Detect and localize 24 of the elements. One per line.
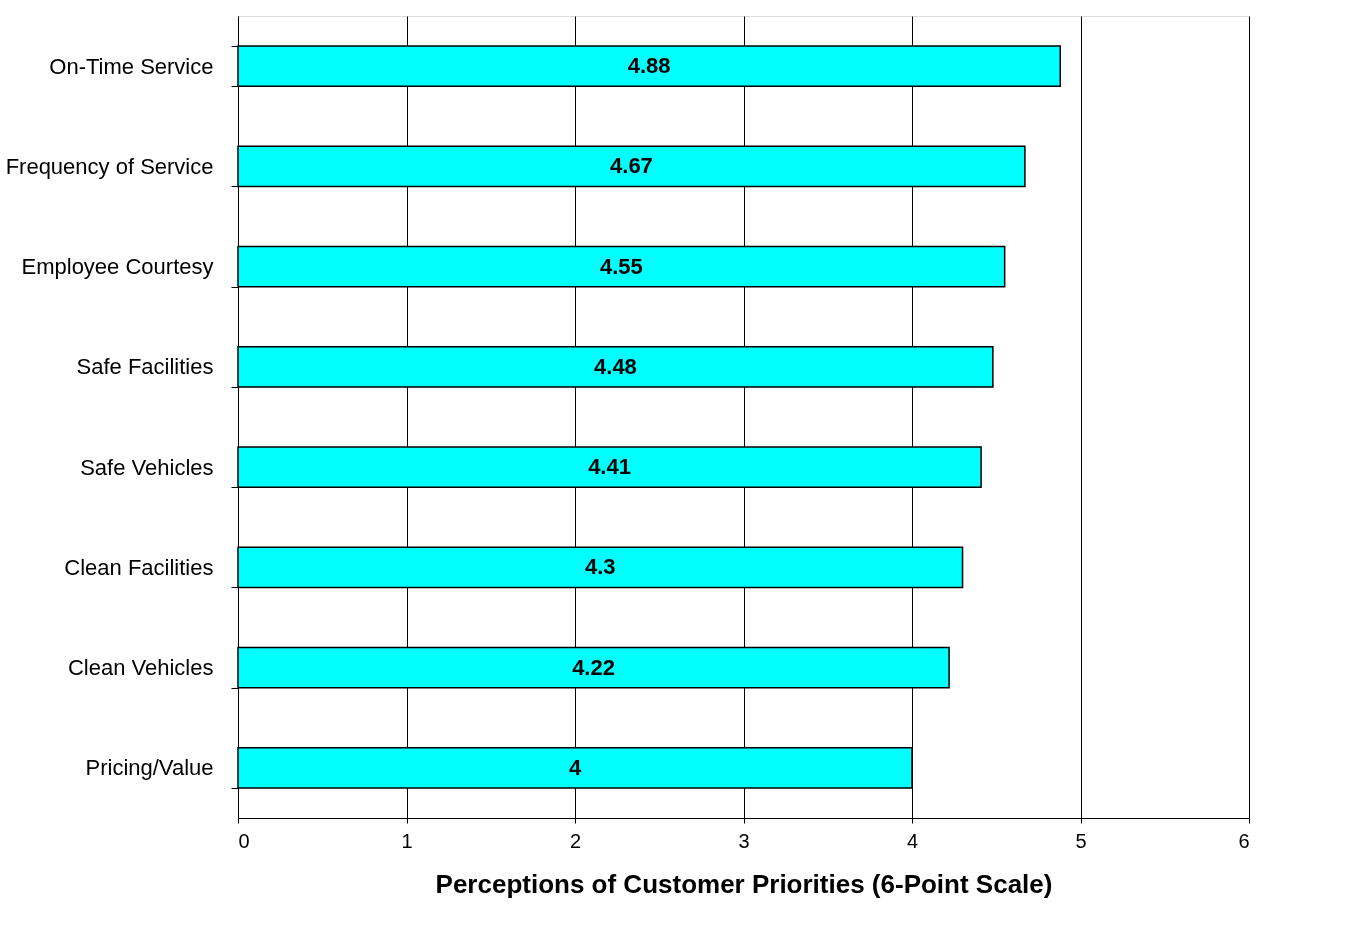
data-label: 4.67 [610, 153, 653, 179]
x-tick-label: 1 [401, 829, 413, 852]
x-tick-label: 4 [906, 829, 919, 852]
data-label: 4.41 [588, 454, 631, 480]
y-tick-label: Safe Vehicles [80, 454, 214, 480]
x-tick-label: 2 [569, 829, 582, 852]
data-label: 4.48 [594, 353, 637, 379]
x-tick-label: 5 [1075, 829, 1087, 852]
x-tick-label: 6 [1238, 829, 1250, 852]
x-axis-title: Perceptions of Customer Priorities (6-Point Scale) [435, 868, 1053, 899]
y-tick-label: Safe Facilities [76, 354, 214, 380]
data-label: 4.55 [599, 253, 643, 279]
x-tick-label: 3 [738, 829, 750, 852]
y-tick-label: Frequency of Service [5, 153, 214, 179]
y-tick-label: Clean Facilities [64, 554, 214, 580]
data-label: 4.3 [584, 554, 616, 580]
x-tick-label: 0 [238, 829, 250, 852]
data-label: 4.88 [627, 53, 671, 79]
y-tick-label: On-Time Service [49, 53, 214, 79]
data-label: 4 [568, 754, 582, 780]
y-tick-label: Clean Vehicles [67, 655, 214, 681]
y-tick-label: Employee Courtesy [21, 254, 214, 280]
data-label: 4.22 [572, 654, 615, 680]
y-tick-label: Pricing/Value [85, 755, 214, 781]
